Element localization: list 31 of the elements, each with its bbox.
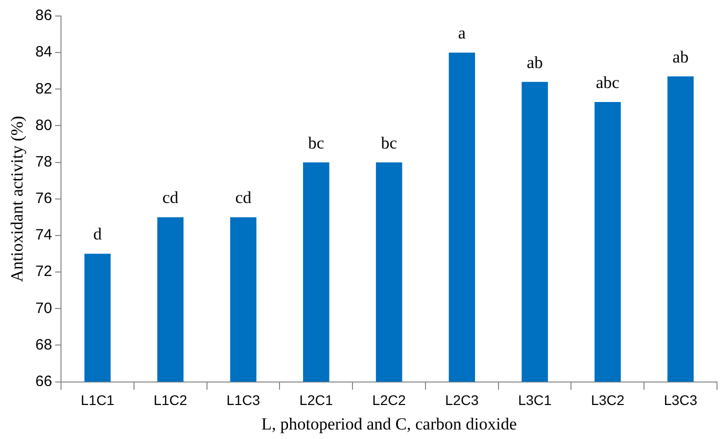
annotation: abc (596, 72, 620, 92)
x-tick-label: L2C2 (372, 392, 406, 408)
annotation: a (458, 24, 466, 43)
y-tick-label: 84 (35, 44, 52, 61)
x-tick-label: L3C1 (518, 392, 552, 408)
annotation: ab (672, 47, 689, 66)
annotation: bc (381, 133, 398, 152)
x-tick-label: L3C2 (590, 392, 625, 408)
x-tick-label: L1C2 (154, 392, 188, 408)
y-tick-label: 70 (35, 300, 52, 317)
x-tick-label: L2C3 (445, 392, 479, 408)
annotation: cd (235, 188, 252, 208)
annotation: ab (526, 52, 543, 72)
x-tick-label: L2C1 (299, 392, 334, 408)
x-tick-label: L1C1 (80, 392, 114, 408)
y-tick-label: 80 (35, 116, 52, 134)
y-tick-label: 78 (35, 153, 52, 170)
y-tick-label: 82 (35, 80, 52, 98)
annotation: cd (162, 188, 179, 208)
y-tick-label: 76 (35, 190, 52, 208)
y-tick-label: 68 (35, 336, 52, 354)
y-tick-label: 66 (35, 372, 52, 390)
x-tick-label: L3C3 (664, 392, 698, 408)
y-tick-label: 72 (35, 263, 52, 280)
x-tick-label: L1C3 (226, 392, 260, 408)
y-tick-label: 74 (35, 226, 52, 244)
y-tick-label: 86 (35, 7, 52, 24)
annotation: d (93, 224, 102, 244)
annotation: bc (308, 133, 325, 152)
x-axis-title: L, photoperiod and C, carbon dioxide (261, 414, 517, 434)
y-axis-title: Antioxidant activity (%) (8, 116, 27, 282)
